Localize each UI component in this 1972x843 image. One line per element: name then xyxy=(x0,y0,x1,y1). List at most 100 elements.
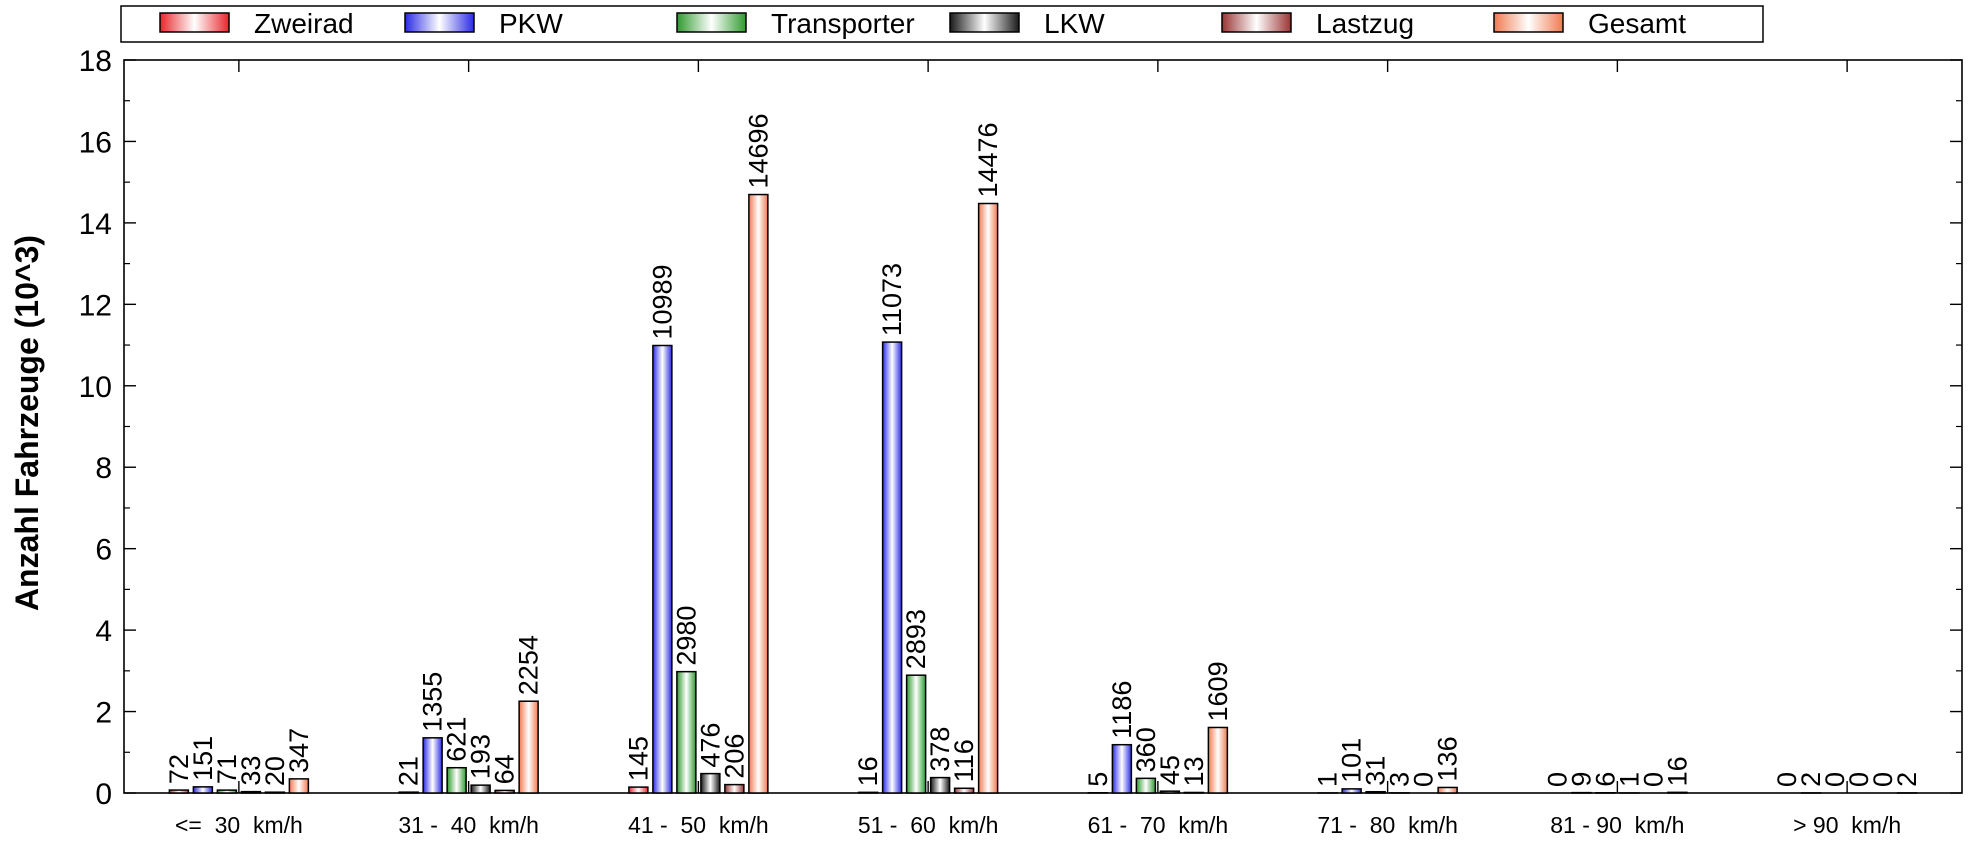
legend-label-pkw: PKW xyxy=(499,8,563,39)
data-label-gesamt: 1609 xyxy=(1203,661,1233,721)
legend: Zweirad PKW Transporter LKW Lastzug Gesamt xyxy=(120,5,1764,43)
legend-swatch-lastzug xyxy=(1221,12,1292,33)
data-label-lastzug: 0 xyxy=(1638,772,1668,787)
legend-label-gesamt: Gesamt xyxy=(1588,8,1686,39)
data-label-zweirad: 5 xyxy=(1083,772,1113,787)
bar-transporter xyxy=(446,766,467,794)
data-label-pkw: 11073 xyxy=(877,263,907,336)
bar-gesamt xyxy=(1667,791,1688,794)
x-tick-label: 41 - 50 km/h xyxy=(628,812,769,838)
data-label-pkw: 1355 xyxy=(418,672,448,732)
bar-gesamt xyxy=(518,700,539,794)
y-tick-label: 10 xyxy=(79,371,112,404)
legend-label-lkw: LKW xyxy=(1044,8,1105,39)
x-tick-label: 51 - 60 km/h xyxy=(858,812,999,838)
legend-label-lastzug: Lastzug xyxy=(1316,8,1414,39)
data-label-lkw: 378 xyxy=(925,727,955,772)
bar-lastzug xyxy=(264,791,286,794)
data-label-lastzug: 116 xyxy=(949,739,979,782)
x-tick-label: 71 - 80 km/h xyxy=(1317,812,1458,838)
data-label-zweirad: 1 xyxy=(1313,772,1343,787)
data-label-gesamt: 16 xyxy=(1662,756,1692,786)
data-label-lkw: 0 xyxy=(1844,772,1874,787)
data-label-pkw: 151 xyxy=(188,736,218,781)
bar-zweirad xyxy=(628,786,649,794)
plot-frame xyxy=(123,59,1963,794)
bar-zweirad xyxy=(857,791,879,794)
data-label-gesamt: 14696 xyxy=(743,113,773,188)
data-label-transporter: 2980 xyxy=(671,606,701,666)
data-label-lastzug: 13 xyxy=(1179,756,1209,786)
data-label-pkw: 2 xyxy=(1796,772,1826,787)
legend-swatch-gesamt xyxy=(1493,12,1564,33)
bar-pkw xyxy=(422,737,443,794)
data-label-lkw: 193 xyxy=(466,734,496,779)
legend-swatch-transporter xyxy=(676,12,747,33)
bar-zweirad xyxy=(398,791,419,794)
bar-gesamt xyxy=(748,193,769,794)
data-label-transporter: 0 xyxy=(1820,772,1850,787)
y-tick-label: 6 xyxy=(95,534,112,567)
data-label-pkw: 10989 xyxy=(647,264,677,339)
y-tick-label: 0 xyxy=(95,778,112,811)
y-tick-label: 4 xyxy=(95,615,112,648)
legend-swatch-pkw xyxy=(404,12,475,33)
legend-label-zweirad: Zweirad xyxy=(254,8,354,39)
data-label-pkw: 9 xyxy=(1566,772,1596,787)
y-axis-label: Anzahl Fahrzeuge (10^3) xyxy=(9,235,45,611)
y-tick-label: 2 xyxy=(95,697,112,730)
y-tick-label: 16 xyxy=(79,126,112,159)
x-tick-label: 81 - 90 km/h xyxy=(1550,812,1684,838)
legend-label-transporter: Transporter xyxy=(771,8,915,39)
legend-box xyxy=(120,5,1764,43)
bar-pkw xyxy=(1341,788,1362,794)
data-label-transporter: 6 xyxy=(1590,772,1620,787)
bar-pkw xyxy=(881,341,903,794)
data-label-transporter: 2893 xyxy=(901,609,931,669)
x-tick-label: 61 - 70 km/h xyxy=(1088,812,1229,838)
bar-gesamt xyxy=(1437,786,1458,794)
bar-lastzug xyxy=(1183,791,1205,794)
bar-transporter xyxy=(1135,777,1157,794)
data-label-zweirad: 0 xyxy=(1772,772,1802,787)
bar-transporter xyxy=(676,670,697,794)
data-label-lastzug: 0 xyxy=(1868,772,1898,787)
data-label-transporter: 621 xyxy=(442,717,472,762)
data-label-transporter: 71 xyxy=(212,754,242,784)
bar-pkw xyxy=(652,344,673,794)
data-label-gesamt: 2254 xyxy=(514,635,544,695)
data-label-zweirad: 16 xyxy=(853,756,883,786)
bar-lkw xyxy=(929,776,951,794)
bar-gesamt xyxy=(288,778,310,794)
y-tick-label: 8 xyxy=(95,452,112,485)
legend-swatch-zweirad xyxy=(159,12,230,33)
data-label-lastzug: 0 xyxy=(1409,772,1439,787)
bar-lastzug xyxy=(724,783,745,794)
bar-transporter xyxy=(1365,790,1386,794)
data-label-lkw: 3 xyxy=(1385,772,1415,787)
data-label-zweirad: 21 xyxy=(394,756,424,786)
bar-pkw xyxy=(1111,743,1133,794)
data-label-gesamt: 14476 xyxy=(973,122,1003,197)
y-tick-label: 12 xyxy=(79,289,112,322)
data-label-zweirad: 145 xyxy=(623,736,653,781)
data-label-pkw: 1186 xyxy=(1107,681,1137,739)
bar-lastzug xyxy=(953,787,975,794)
y-tick-label: 14 xyxy=(79,208,112,241)
bar-pkw xyxy=(192,786,214,794)
data-label-gesamt: 136 xyxy=(1433,736,1463,781)
x-tick-label: > 90 km/h xyxy=(1793,812,1901,838)
x-tick-label: <= 30 km/h xyxy=(175,812,303,838)
data-label-transporter: 31 xyxy=(1361,756,1391,786)
data-label-zweirad: 0 xyxy=(1542,772,1572,787)
data-label-zweirad: 72 xyxy=(164,754,194,784)
legend-swatch-lkw xyxy=(949,12,1020,33)
data-label-lkw: 1 xyxy=(1614,772,1644,787)
bar-lastzug xyxy=(494,789,515,794)
bar-lkw xyxy=(1159,790,1181,794)
data-label-lastzug: 20 xyxy=(260,756,290,786)
data-label-pkw: 101 xyxy=(1337,738,1367,783)
bar-lkw xyxy=(240,790,262,794)
